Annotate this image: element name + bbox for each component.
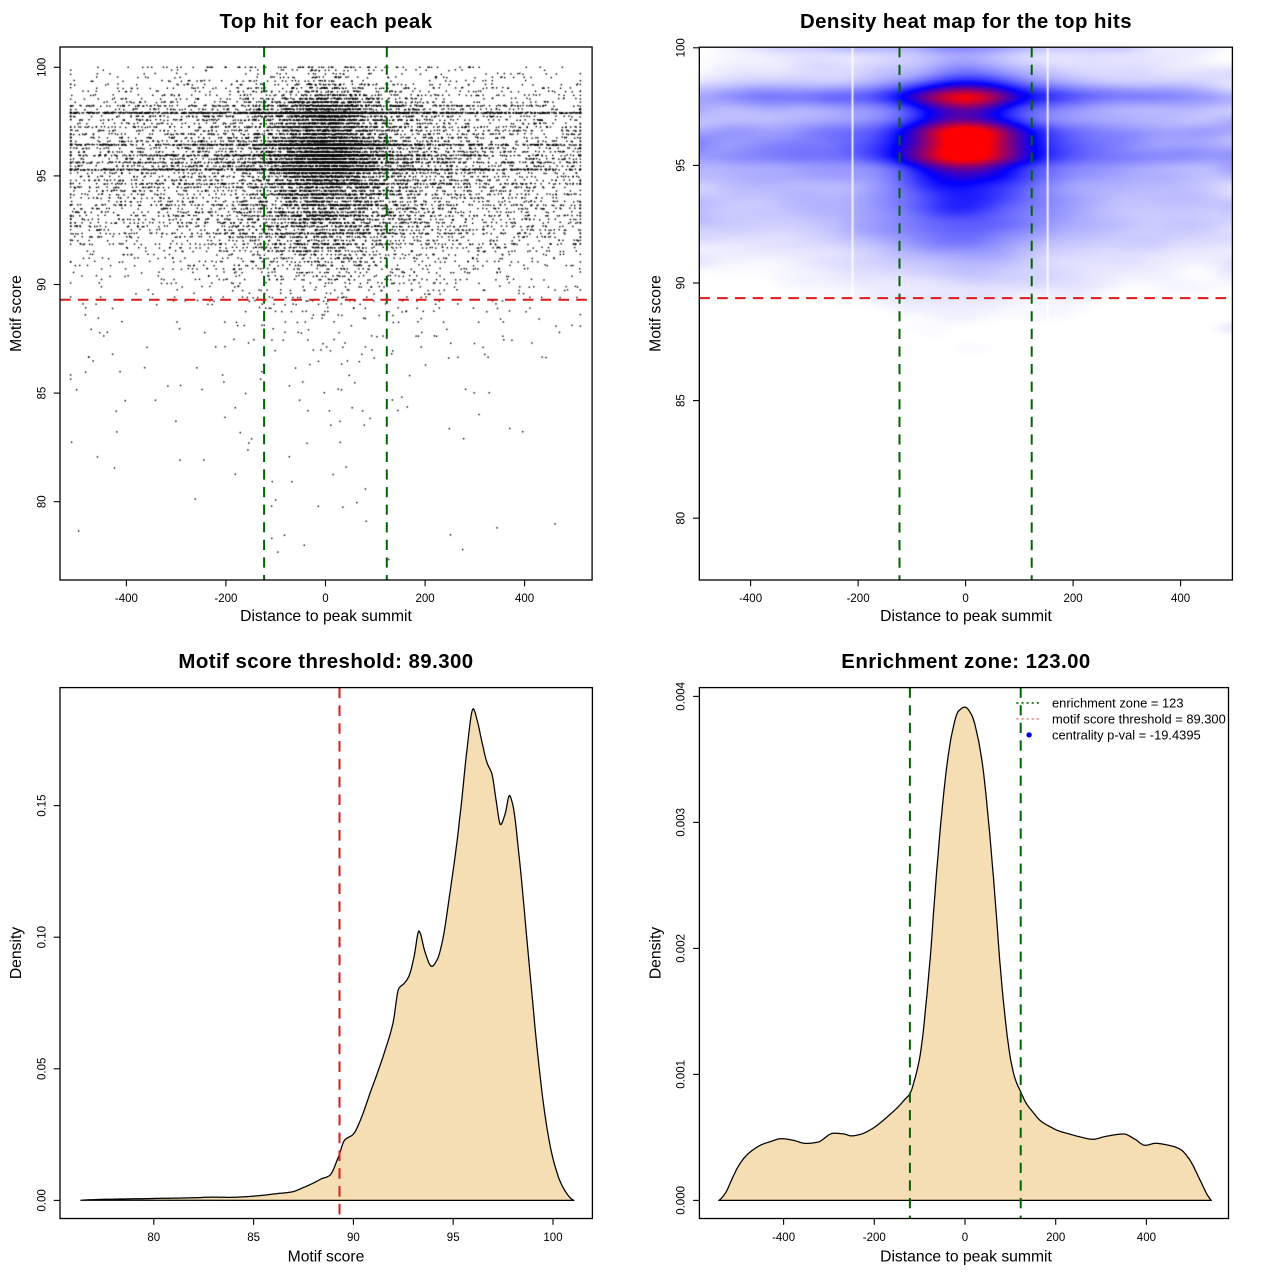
svg-text:100: 100 [543,1232,562,1244]
svg-text:Density: Density [648,927,665,979]
svg-text:Top hit for each peak: Top hit for each peak [219,11,432,33]
svg-text:80: 80 [147,1232,160,1244]
svg-text:-400: -400 [739,593,762,605]
svg-text:0: 0 [322,593,328,605]
svg-text:400: 400 [1137,1232,1156,1244]
svg-text:0.003: 0.003 [676,808,688,837]
svg-text:95: 95 [37,170,49,183]
svg-text:motif score threshold = 89.300: motif score threshold = 89.300 [1052,711,1226,726]
svg-text:80: 80 [676,512,688,525]
svg-text:Density: Density [8,927,25,979]
svg-text:-400: -400 [772,1232,795,1244]
svg-text:400: 400 [1171,593,1190,605]
svg-text:0.05: 0.05 [37,1058,49,1080]
svg-text:100: 100 [37,58,49,77]
svg-text:-200: -200 [214,593,237,605]
svg-text:0.00: 0.00 [37,1189,49,1211]
svg-text:-200: -200 [863,1232,886,1244]
svg-text:0.15: 0.15 [37,794,49,816]
svg-text:0.001: 0.001 [676,1060,688,1089]
svg-text:200: 200 [1064,593,1083,605]
svg-text:0.002: 0.002 [676,934,688,963]
svg-text:85: 85 [676,394,688,407]
svg-text:95: 95 [447,1232,460,1244]
svg-text:-200: -200 [847,593,870,605]
svg-text:400: 400 [515,593,534,605]
svg-text:85: 85 [37,387,49,400]
svg-text:0.10: 0.10 [37,926,49,948]
svg-text:Motif score: Motif score [648,275,665,352]
svg-text:85: 85 [247,1232,260,1244]
svg-text:100: 100 [676,38,688,57]
svg-text:enrichment zone = 123: enrichment zone = 123 [1052,695,1184,710]
svg-text:200: 200 [1046,1232,1065,1244]
svg-text:80: 80 [37,495,49,508]
svg-text:0: 0 [962,593,968,605]
svg-text:Distance to peak summit: Distance to peak summit [880,1249,1052,1266]
svg-text:Motif score: Motif score [8,275,25,352]
svg-text:0: 0 [962,1232,968,1244]
svg-text:0.000: 0.000 [676,1186,688,1215]
svg-text:Motif score: Motif score [288,1249,365,1266]
svg-text:90: 90 [37,278,49,291]
svg-text:-400: -400 [115,593,138,605]
svg-text:95: 95 [676,159,688,172]
svg-text:centrality p-val = -19.4395: centrality p-val = -19.4395 [1052,727,1201,742]
svg-text:200: 200 [416,593,435,605]
svg-text:Enrichment zone: 123.00: Enrichment zone: 123.00 [841,651,1090,673]
svg-text:0.004: 0.004 [676,681,688,710]
svg-text:Density heat map for the top h: Density heat map for the top hits [800,11,1132,33]
svg-text:90: 90 [347,1232,360,1244]
svg-text:Distance to peak summit: Distance to peak summit [880,608,1052,625]
svg-text:Motif score threshold: 89.300: Motif score threshold: 89.300 [178,651,473,673]
svg-text:Distance to peak summit: Distance to peak summit [240,608,412,625]
svg-text:90: 90 [676,277,688,290]
